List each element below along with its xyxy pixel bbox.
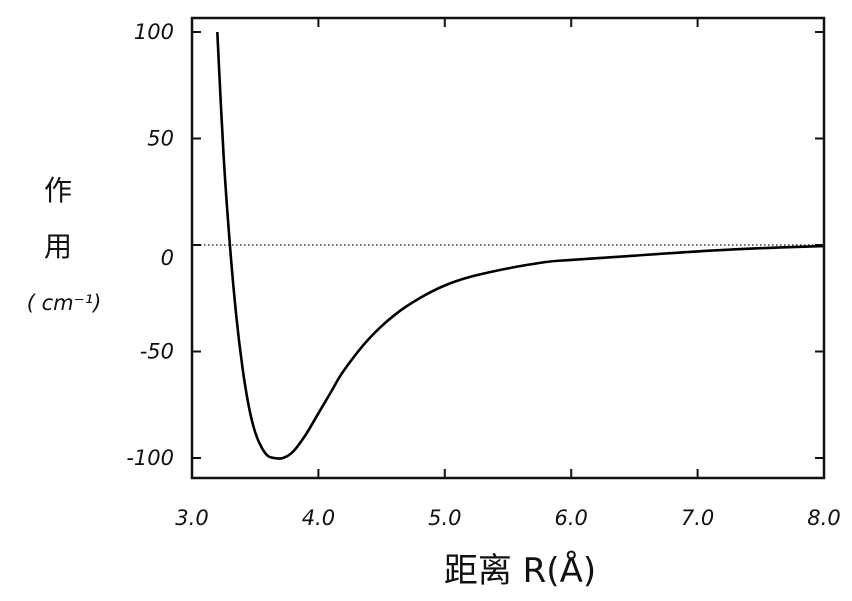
x-tick-label-0: 3.0: [175, 506, 208, 530]
x-tick-label-1: 4.0: [302, 506, 335, 530]
y-axis-title-line-1: 作: [44, 174, 72, 207]
x-tick-label-2: 5.0: [428, 506, 461, 530]
y-tick-labels: 100 50 0 -50 -100: [126, 20, 174, 470]
series-line-potential: [216, 31, 825, 460]
y-axis-title-line-3: ( cm⁻¹): [27, 291, 102, 315]
x-axis-title: 距离 R(Å): [444, 550, 596, 591]
y-tick-label-0: 100: [134, 20, 174, 44]
x-tick-label-5: 8.0: [807, 506, 840, 530]
y-axis-title-line-2: 用: [44, 230, 72, 263]
y-tick-label-2: 0: [161, 246, 174, 270]
y-tick-label-4: -100: [126, 446, 174, 470]
axis-ticks: [191, 18, 825, 478]
x-tick-labels: 3.0 4.0 5.0 6.0 7.0 8.0: [175, 506, 840, 530]
y-tick-label-1: 50: [147, 127, 174, 151]
x-tick-label-3: 6.0: [554, 506, 587, 530]
y-tick-label-3: -50: [140, 340, 174, 364]
x-tick-label-4: 7.0: [681, 506, 714, 530]
plot-frame: [190, 16, 826, 480]
